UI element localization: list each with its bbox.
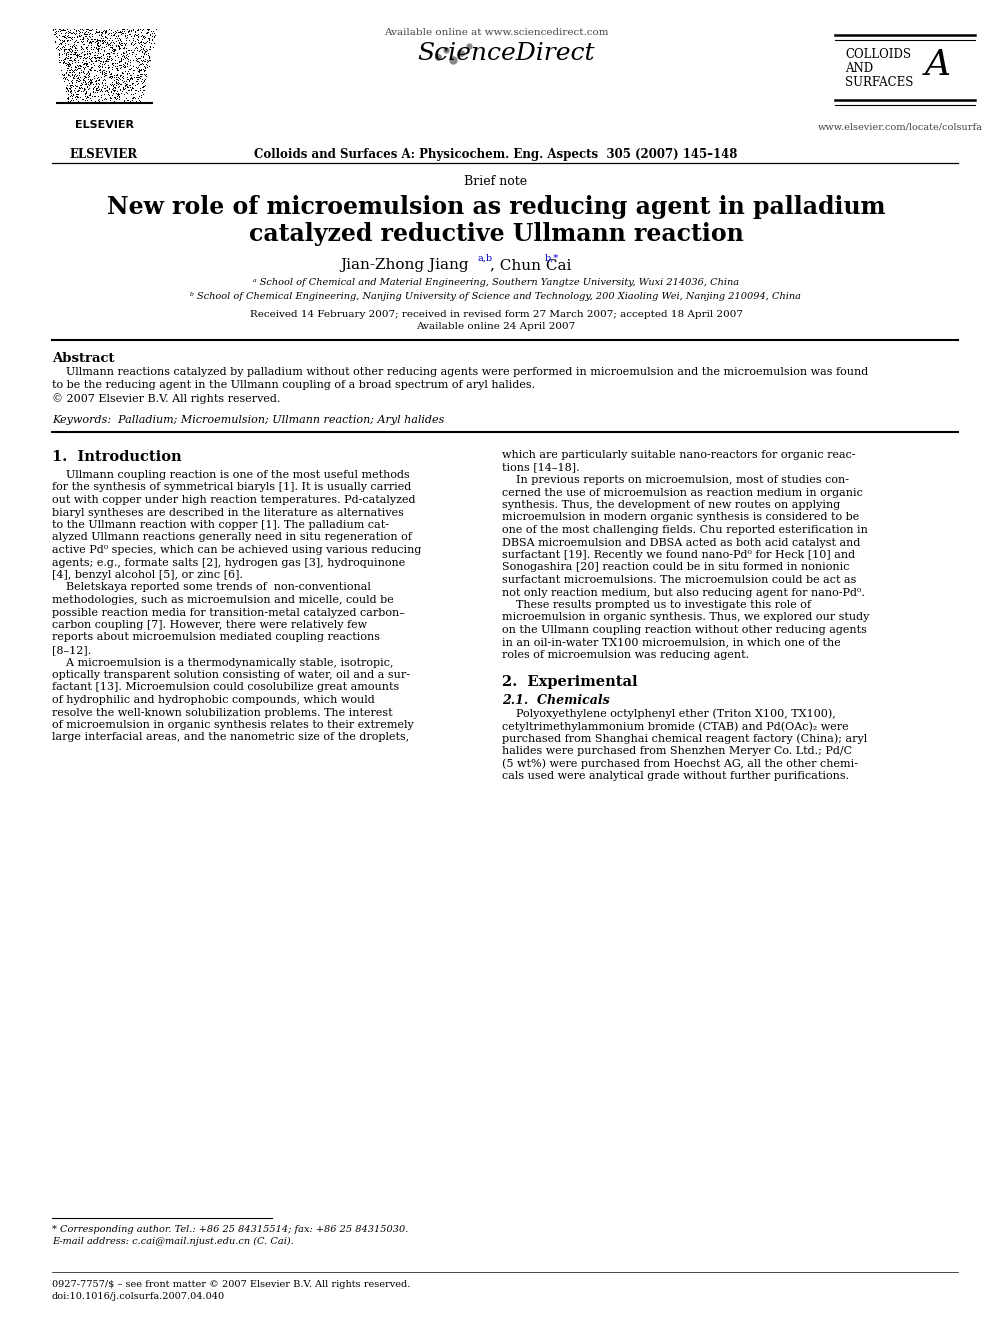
Text: for the synthesis of symmetrical biaryls [1]. It is usually carried: for the synthesis of symmetrical biaryls…	[52, 483, 412, 492]
Text: Available online 24 April 2007: Available online 24 April 2007	[417, 321, 575, 331]
Text: out with copper under high reaction temperatures. Pd-catalyzed: out with copper under high reaction temp…	[52, 495, 416, 505]
Text: a,b: a,b	[478, 254, 493, 263]
Text: resolve the well-known solubilization problems. The interest: resolve the well-known solubilization pr…	[52, 708, 393, 717]
Text: A: A	[925, 48, 951, 82]
Text: tions [14–18].: tions [14–18].	[502, 463, 579, 472]
Text: Brief note: Brief note	[464, 175, 528, 188]
Text: In previous reports on microemulsion, most of studies con-: In previous reports on microemulsion, mo…	[502, 475, 849, 486]
Text: AND: AND	[845, 62, 873, 75]
Text: alyzed Ullmann reactions generally need in situ regeneration of: alyzed Ullmann reactions generally need …	[52, 532, 412, 542]
Text: agents; e.g., formate salts [2], hydrogen gas [3], hydroquinone: agents; e.g., formate salts [2], hydroge…	[52, 557, 406, 568]
Text: E-mail address: c.cai@mail.njust.edu.cn (C. Cai).: E-mail address: c.cai@mail.njust.edu.cn …	[52, 1237, 294, 1246]
Text: Beletskaya reported some trends of  non-conventional: Beletskaya reported some trends of non-c…	[52, 582, 371, 593]
Text: purchased from Shanghai chemical reagent factory (China); aryl: purchased from Shanghai chemical reagent…	[502, 734, 867, 745]
Text: ScienceDirect: ScienceDirect	[418, 42, 595, 65]
Text: COLLOIDS: COLLOIDS	[845, 48, 911, 61]
Text: (5 wt%) were purchased from Hoechst AG, all the other chemi-: (5 wt%) were purchased from Hoechst AG, …	[502, 759, 858, 769]
Text: ᵃ School of Chemical and Material Engineering, Southern Yangtze University, Wuxi: ᵃ School of Chemical and Material Engine…	[253, 278, 739, 287]
Text: synthesis. Thus, the development of new routes on applying: synthesis. Thus, the development of new …	[502, 500, 840, 509]
Text: cetyltrimethylammonium bromide (CTAB) and Pd(OAc)₂ were: cetyltrimethylammonium bromide (CTAB) an…	[502, 721, 848, 732]
Text: which are particularly suitable nano-reactors for organic reac-: which are particularly suitable nano-rea…	[502, 450, 856, 460]
Text: cals used were analytical grade without further purifications.: cals used were analytical grade without …	[502, 771, 849, 782]
Text: Sonogashira [20] reaction could be in situ formed in nonionic: Sonogashira [20] reaction could be in si…	[502, 562, 849, 573]
Text: Colloids and Surfaces A: Physicochem. Eng. Aspects  305 (2007) 145–148: Colloids and Surfaces A: Physicochem. En…	[254, 148, 738, 161]
Text: SURFACES: SURFACES	[845, 75, 914, 89]
Text: These results prompted us to investigate this role of: These results prompted us to investigate…	[502, 601, 811, 610]
Text: cerned the use of microemulsion as reaction medium in organic: cerned the use of microemulsion as react…	[502, 487, 863, 497]
Text: © 2007 Elsevier B.V. All rights reserved.: © 2007 Elsevier B.V. All rights reserved…	[52, 393, 281, 404]
Text: carbon coupling [7]. However, there were relatively few: carbon coupling [7]. However, there were…	[52, 620, 367, 630]
Text: [8–12].: [8–12].	[52, 646, 91, 655]
Text: 2.1.  Chemicals: 2.1. Chemicals	[502, 693, 610, 706]
Text: b,*: b,*	[545, 254, 559, 263]
Text: optically transparent solution consisting of water, oil and a sur-: optically transparent solution consistin…	[52, 669, 410, 680]
Text: Jian-Zhong Jiang: Jian-Zhong Jiang	[340, 258, 468, 273]
Text: 1.  Introduction: 1. Introduction	[52, 450, 182, 464]
Text: of microemulsion in organic synthesis relates to their extremely: of microemulsion in organic synthesis re…	[52, 720, 414, 730]
Text: in an oil-in-water TX100 microemulsion, in which one of the: in an oil-in-water TX100 microemulsion, …	[502, 638, 841, 647]
Text: surfactant [19]. Recently we found nano-Pd⁰ for Heck [10] and: surfactant [19]. Recently we found nano-…	[502, 550, 855, 560]
Text: DBSA microemulsion and DBSA acted as both acid catalyst and: DBSA microemulsion and DBSA acted as bot…	[502, 537, 860, 548]
Text: surfactant microemulsions. The microemulsion could be act as: surfactant microemulsions. The microemul…	[502, 576, 856, 585]
Text: ELSEVIER: ELSEVIER	[70, 148, 138, 161]
Text: A microemulsion is a thermodynamically stable, isotropic,: A microemulsion is a thermodynamically s…	[52, 658, 394, 668]
Text: Keywords:  Palladium; Microemulsion; Ullmann reaction; Aryl halides: Keywords: Palladium; Microemulsion; Ullm…	[52, 415, 444, 425]
Text: www.elsevier.com/locate/colsurfa: www.elsevier.com/locate/colsurfa	[817, 122, 982, 131]
Text: not only reaction medium, but also reducing agent for nano-Pd⁰.: not only reaction medium, but also reduc…	[502, 587, 865, 598]
Text: halides were purchased from Shenzhen Meryer Co. Ltd.; Pd/C: halides were purchased from Shenzhen Mer…	[502, 746, 852, 757]
Text: large interfacial areas, and the nanometric size of the droplets,: large interfacial areas, and the nanomet…	[52, 733, 410, 742]
Text: Ullmann coupling reaction is one of the most useful methods: Ullmann coupling reaction is one of the …	[52, 470, 410, 480]
Text: ELSEVIER: ELSEVIER	[74, 120, 134, 130]
Text: reports about microemulsion mediated coupling reactions: reports about microemulsion mediated cou…	[52, 632, 380, 643]
Text: biaryl syntheses are described in the literature as alternatives: biaryl syntheses are described in the li…	[52, 508, 404, 517]
Text: * Corresponding author. Tel.: +86 25 84315514; fax: +86 25 84315030.: * Corresponding author. Tel.: +86 25 843…	[52, 1225, 409, 1234]
Text: factant [13]. Microemulsion could cosolubilize great amounts: factant [13]. Microemulsion could cosolu…	[52, 683, 399, 692]
Text: [4], benzyl alcohol [5], or zinc [6].: [4], benzyl alcohol [5], or zinc [6].	[52, 570, 243, 579]
Text: possible reaction media for transition-metal catalyzed carbon–: possible reaction media for transition-m…	[52, 607, 405, 618]
Text: one of the most challenging fields. Chu reported esterification in: one of the most challenging fields. Chu …	[502, 525, 868, 534]
Text: Polyoxyethylene octylphenyl ether (Triton X100, TX100),: Polyoxyethylene octylphenyl ether (Trito…	[502, 709, 835, 720]
Text: microemulsion in modern organic synthesis is considered to be: microemulsion in modern organic synthesi…	[502, 512, 859, 523]
Text: methodologies, such as microemulsion and micelle, could be: methodologies, such as microemulsion and…	[52, 595, 394, 605]
Text: Received 14 February 2007; received in revised form 27 March 2007; accepted 18 A: Received 14 February 2007; received in r…	[250, 310, 742, 319]
Text: Abstract: Abstract	[52, 352, 114, 365]
Text: ᵇ School of Chemical Engineering, Nanjing University of Science and Technology, : ᵇ School of Chemical Engineering, Nanjin…	[190, 292, 802, 302]
Text: to the Ullmann reaction with copper [1]. The palladium cat-: to the Ullmann reaction with copper [1].…	[52, 520, 389, 531]
Text: 0927-7757/$ – see front matter © 2007 Elsevier B.V. All rights reserved.: 0927-7757/$ – see front matter © 2007 El…	[52, 1279, 411, 1289]
Text: on the Ullmann coupling reaction without other reducing agents: on the Ullmann coupling reaction without…	[502, 624, 867, 635]
Text: catalyzed reductive Ullmann reaction: catalyzed reductive Ullmann reaction	[249, 222, 743, 246]
Text: Ullmann reactions catalyzed by palladium without other reducing agents were perf: Ullmann reactions catalyzed by palladium…	[52, 366, 868, 377]
Text: , Chun Cai: , Chun Cai	[490, 258, 571, 273]
Text: of hydrophilic and hydrophobic compounds, which would: of hydrophilic and hydrophobic compounds…	[52, 695, 375, 705]
Text: New role of microemulsion as reducing agent in palladium: New role of microemulsion as reducing ag…	[107, 194, 885, 220]
Text: active Pd⁰ species, which can be achieved using various reducing: active Pd⁰ species, which can be achieve…	[52, 545, 422, 556]
Text: microemulsion in organic synthesis. Thus, we explored our study: microemulsion in organic synthesis. Thus…	[502, 613, 869, 623]
Text: 2.  Experimental: 2. Experimental	[502, 675, 638, 689]
Text: roles of microemulsion was reducing agent.: roles of microemulsion was reducing agen…	[502, 650, 749, 660]
Text: doi:10.1016/j.colsurfa.2007.04.040: doi:10.1016/j.colsurfa.2007.04.040	[52, 1293, 225, 1301]
Text: Available online at www.sciencedirect.com: Available online at www.sciencedirect.co…	[384, 28, 608, 37]
Text: to be the reducing agent in the Ullmann coupling of a broad spectrum of aryl hal: to be the reducing agent in the Ullmann …	[52, 380, 535, 390]
